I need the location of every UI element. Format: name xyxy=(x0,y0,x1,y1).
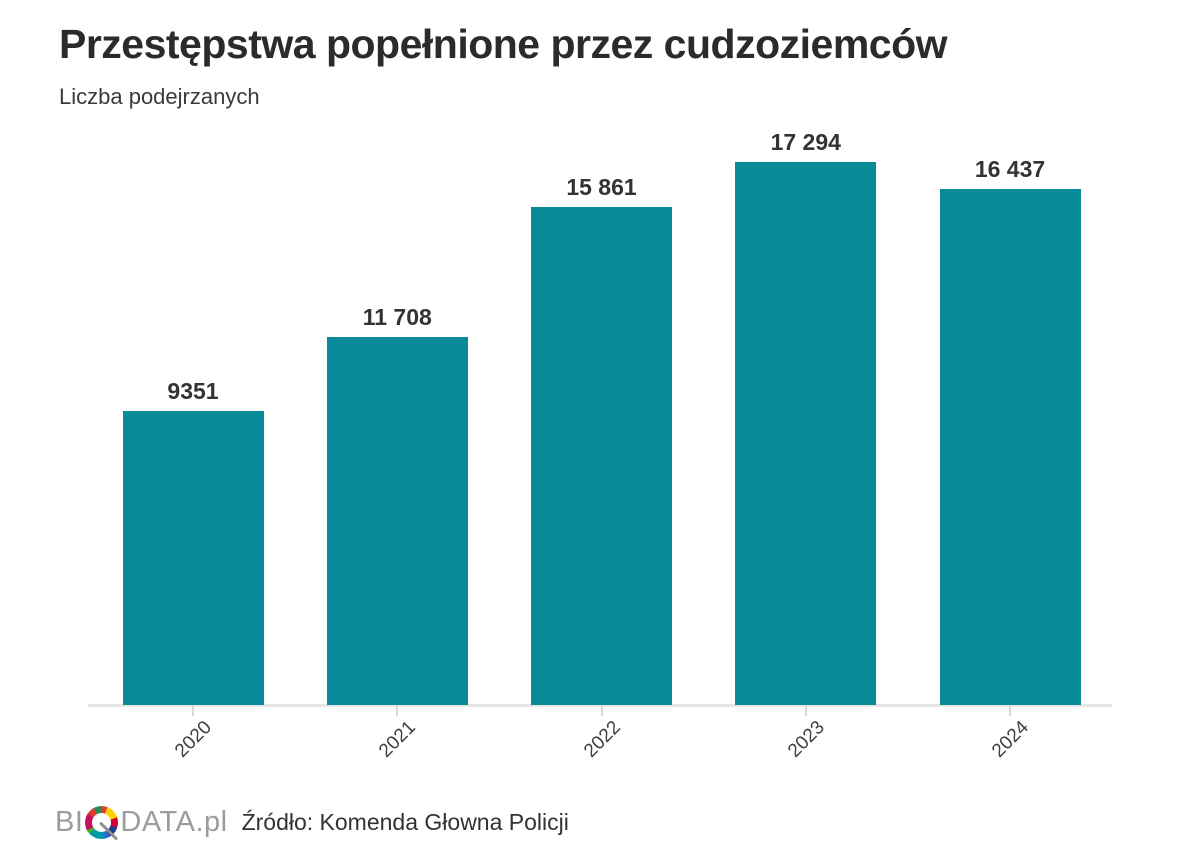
bar-value-label: 11 708 xyxy=(362,304,432,330)
axis-tick xyxy=(396,705,399,716)
bar-2022 xyxy=(531,207,672,705)
page-title: Przestępstwa popełnione przez cudzoziemc… xyxy=(59,21,948,67)
x-axis-label-2020: 2020 xyxy=(171,717,216,762)
chart-subtitle: Liczba podejrzanych xyxy=(59,84,260,109)
bar-value-label: 9351 xyxy=(167,378,219,404)
bar-value-label: 17 294 xyxy=(770,129,841,155)
magnifier-handle-icon xyxy=(99,820,119,841)
x-axis-line xyxy=(88,704,1112,707)
logo-text-datapl: DATA.pl xyxy=(120,805,228,838)
x-axis-label-2021: 2021 xyxy=(375,717,421,762)
axis-tick xyxy=(1009,705,1011,716)
logo-text-bi: BI xyxy=(55,805,84,838)
logo-donut-icon xyxy=(85,805,119,841)
bar-2020 xyxy=(122,411,264,705)
bar-value-label: 16 437 xyxy=(974,156,1046,182)
x-axis-label-2022: 2022 xyxy=(579,717,625,762)
x-axis-label-2023: 2023 xyxy=(783,717,829,762)
bar-2021 xyxy=(326,337,468,705)
axis-tick xyxy=(600,705,603,716)
bar-2024 xyxy=(939,189,1081,705)
bar-value-label: 15 861 xyxy=(566,174,637,200)
bar-2023 xyxy=(735,162,877,705)
footer: BI DATA.pl Źródło: Komenda Głowna Policj… xyxy=(55,801,569,843)
source-text: Źródło: Komenda Głowna Policji xyxy=(241,808,569,835)
axis-tick xyxy=(804,705,807,716)
biqdata-logo: BI DATA.pl xyxy=(55,805,228,841)
axis-tick xyxy=(192,705,194,716)
x-axis-label-2024: 2024 xyxy=(988,717,1033,762)
